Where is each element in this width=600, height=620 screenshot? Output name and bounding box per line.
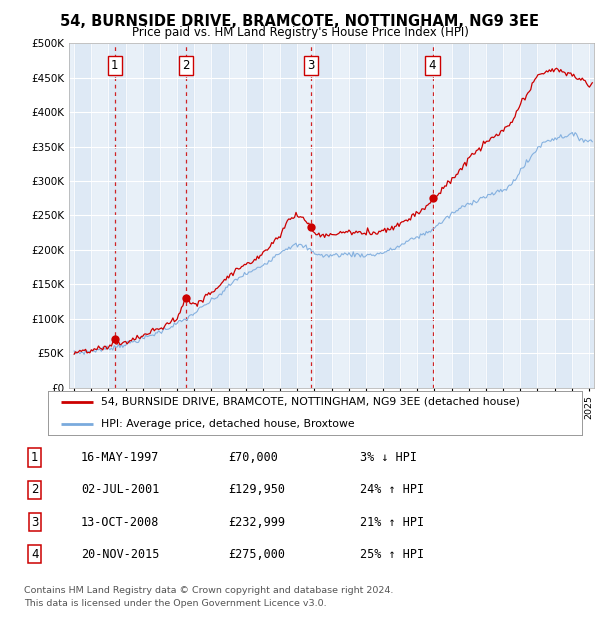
- Bar: [177, 43, 194, 388]
- Text: £275,000: £275,000: [228, 548, 285, 560]
- Text: HPI: Average price, detached house, Broxtowe: HPI: Average price, detached house, Brox…: [101, 419, 355, 429]
- Text: 4: 4: [429, 59, 436, 72]
- Text: 54, BURNSIDE DRIVE, BRAMCOTE, NOTTINGHAM, NG9 3EE (detached house): 54, BURNSIDE DRIVE, BRAMCOTE, NOTTINGHAM…: [101, 397, 520, 407]
- Bar: [314, 43, 332, 388]
- Text: 3: 3: [307, 59, 314, 72]
- Text: 3% ↓ HPI: 3% ↓ HPI: [360, 451, 417, 464]
- Text: 02-JUL-2001: 02-JUL-2001: [81, 484, 160, 496]
- Bar: [452, 43, 469, 388]
- Text: Price paid vs. HM Land Registry's House Price Index (HPI): Price paid vs. HM Land Registry's House …: [131, 26, 469, 39]
- Bar: [486, 43, 503, 388]
- Text: 24% ↑ HPI: 24% ↑ HPI: [360, 484, 424, 496]
- Bar: [349, 43, 366, 388]
- Text: 1: 1: [111, 59, 119, 72]
- Bar: [280, 43, 297, 388]
- Bar: [589, 43, 600, 388]
- Text: £232,999: £232,999: [228, 516, 285, 528]
- Text: £129,950: £129,950: [228, 484, 285, 496]
- Bar: [520, 43, 538, 388]
- Text: 16-MAY-1997: 16-MAY-1997: [81, 451, 160, 464]
- Text: £70,000: £70,000: [228, 451, 278, 464]
- Bar: [417, 43, 434, 388]
- Bar: [246, 43, 263, 388]
- Bar: [383, 43, 400, 388]
- Bar: [554, 43, 572, 388]
- Text: 54, BURNSIDE DRIVE, BRAMCOTE, NOTTINGHAM, NG9 3EE: 54, BURNSIDE DRIVE, BRAMCOTE, NOTTINGHAM…: [61, 14, 539, 29]
- Text: 25% ↑ HPI: 25% ↑ HPI: [360, 548, 424, 560]
- Text: 2: 2: [182, 59, 190, 72]
- Text: This data is licensed under the Open Government Licence v3.0.: This data is licensed under the Open Gov…: [24, 599, 326, 608]
- Bar: [143, 43, 160, 388]
- Bar: [74, 43, 91, 388]
- Text: 20-NOV-2015: 20-NOV-2015: [81, 548, 160, 560]
- Text: 4: 4: [31, 548, 38, 560]
- Text: 1: 1: [31, 451, 38, 464]
- Text: Contains HM Land Registry data © Crown copyright and database right 2024.: Contains HM Land Registry data © Crown c…: [24, 586, 394, 595]
- Text: 2: 2: [31, 484, 38, 496]
- Text: 13-OCT-2008: 13-OCT-2008: [81, 516, 160, 528]
- Text: 3: 3: [31, 516, 38, 528]
- Text: 21% ↑ HPI: 21% ↑ HPI: [360, 516, 424, 528]
- Bar: [109, 43, 125, 388]
- Bar: [211, 43, 229, 388]
